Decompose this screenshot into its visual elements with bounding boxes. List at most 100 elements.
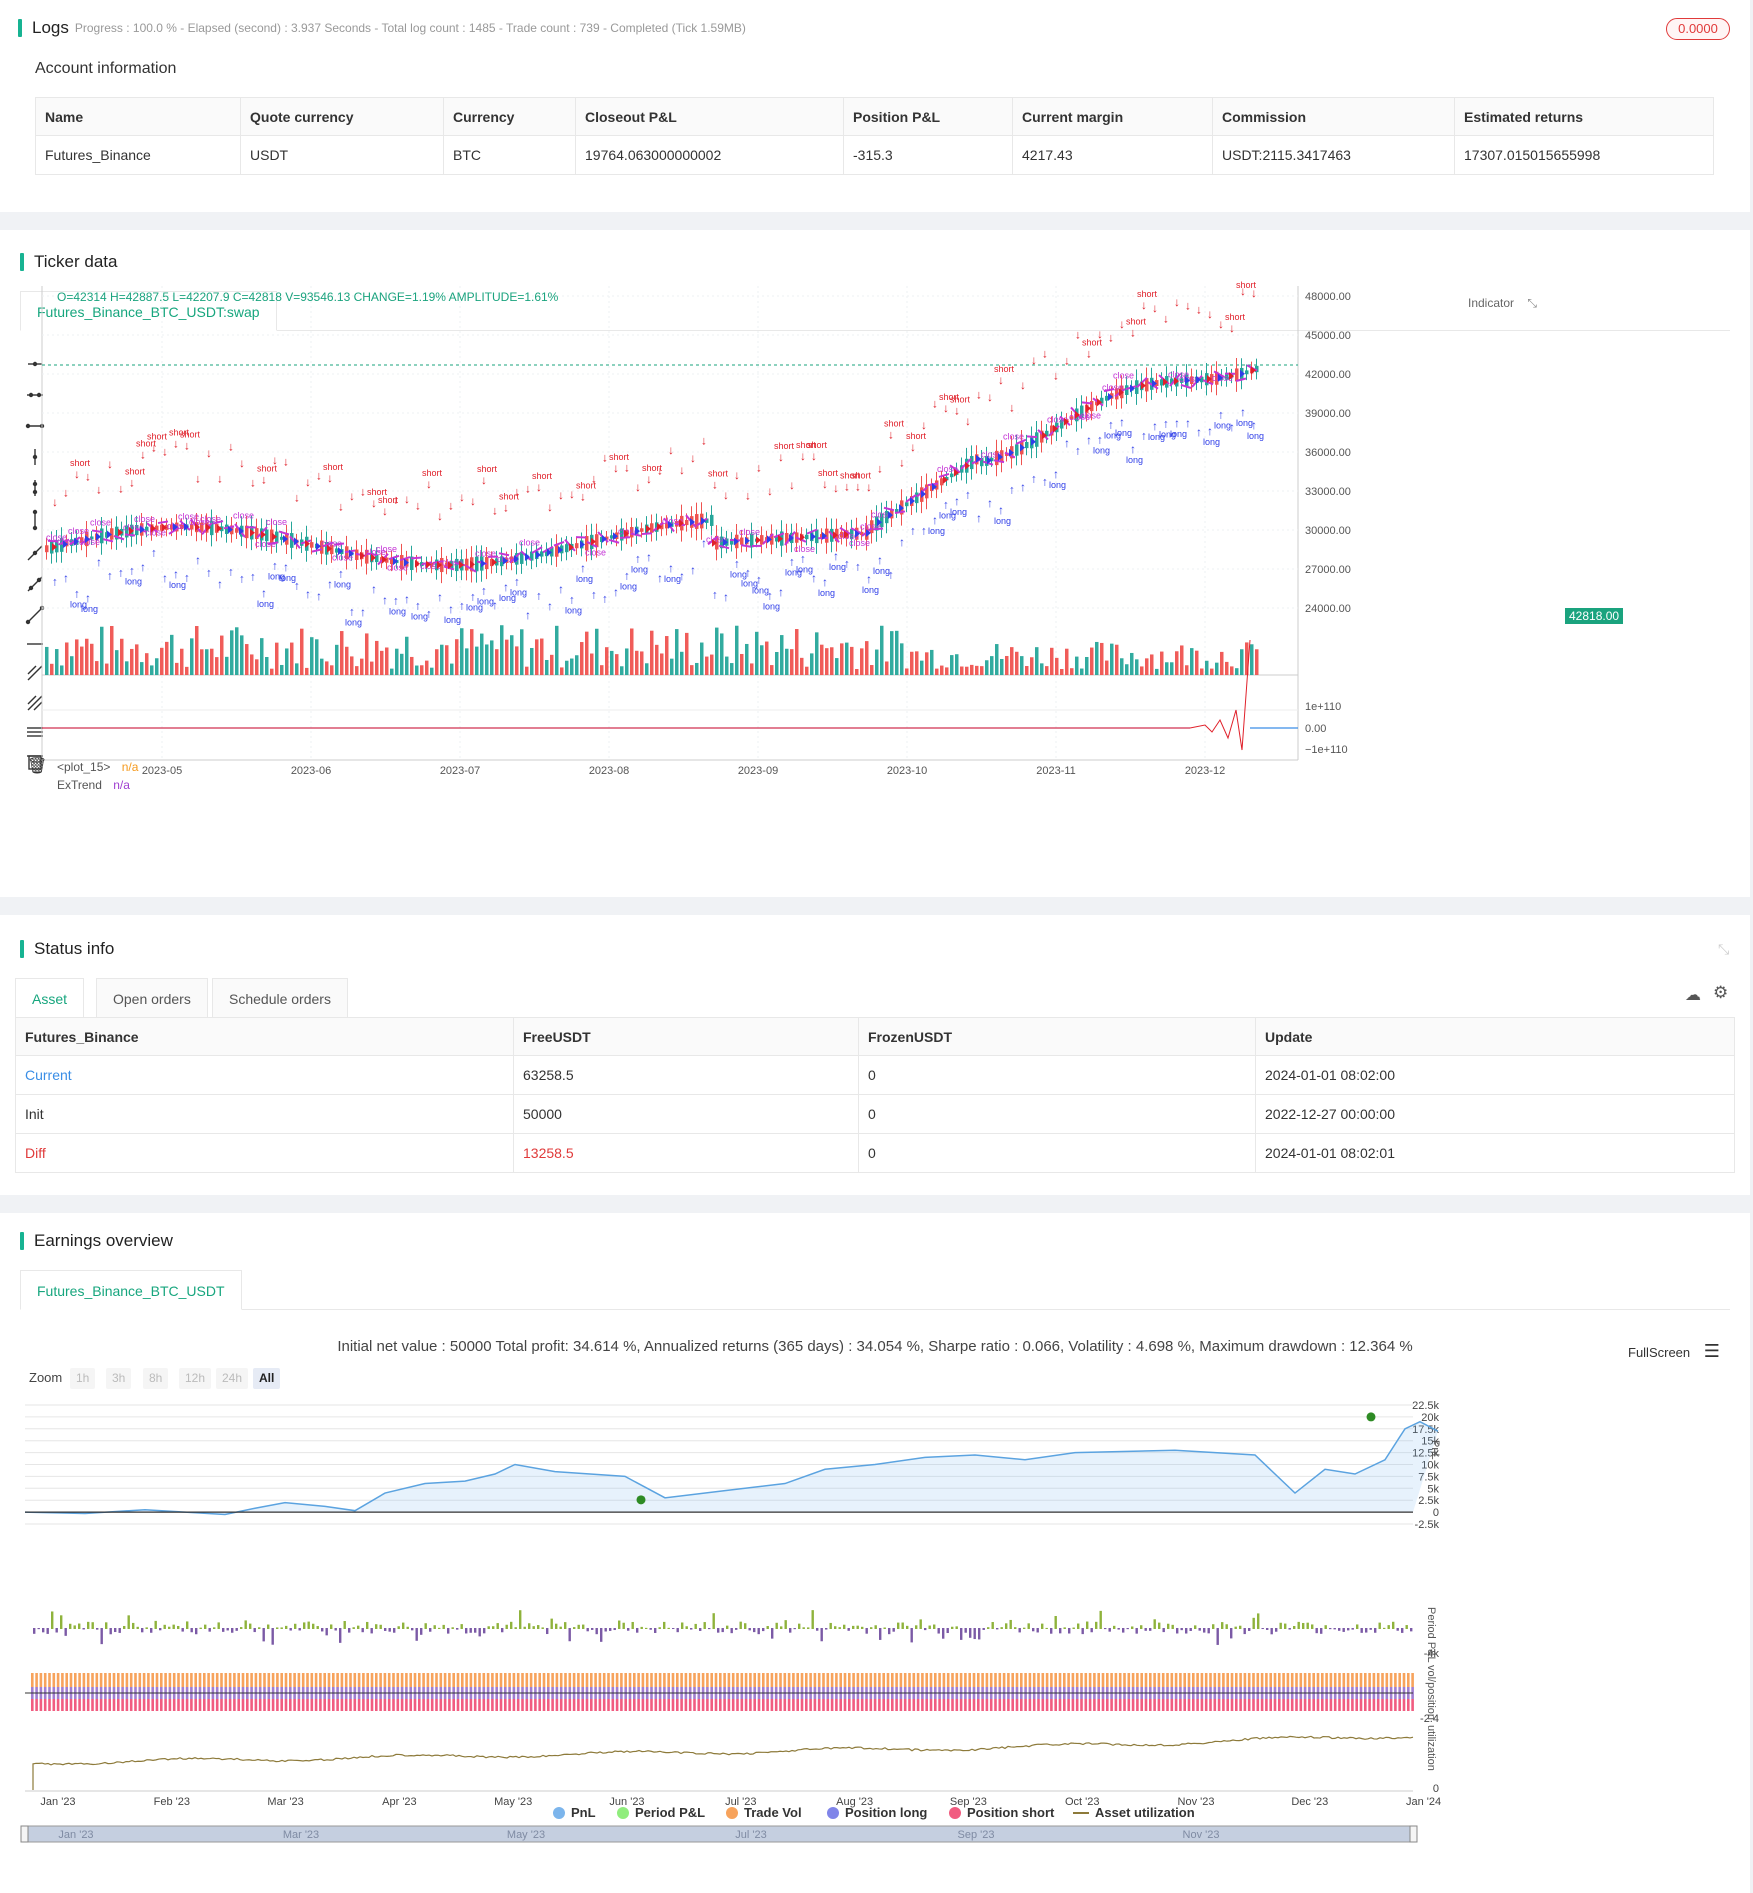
close-marker <box>157 520 169 525</box>
candlestick-chart[interactable]: 48000.0045000.0042000.0039000.0036000.00… <box>0 280 1720 790</box>
trade-vol-bar <box>719 1673 722 1687</box>
short-arrow: ↓ <box>1240 284 1246 298</box>
collapse-icon[interactable]: ⤡ <box>1718 941 1730 957</box>
period-pnl-bar <box>114 1628 117 1633</box>
volume-bar <box>1220 651 1224 675</box>
period-pnl-bar <box>658 1627 661 1629</box>
zoom-3h[interactable]: 3h <box>106 1368 132 1389</box>
close-marker <box>740 544 752 548</box>
volume-bar <box>1235 668 1239 675</box>
legend-pnl[interactable]: PnL <box>553 1805 596 1820</box>
position-short-bar <box>99 1699 103 1711</box>
indicator-button[interactable]: Indicator ⤡ <box>1460 292 1545 314</box>
legend-asset-utilization[interactable]: Asset utilization <box>1073 1805 1195 1820</box>
long-label: long <box>576 574 593 584</box>
legend-position-long[interactable]: Position long <box>827 1805 927 1820</box>
candle-body <box>1035 432 1039 447</box>
volume-bar <box>790 649 794 675</box>
ohlc-readout: O=42314 H=42887.5 L=42207.9 C=42818 V=93… <box>57 290 559 304</box>
position-short-bar <box>82 1699 86 1711</box>
trade-vol-bar <box>740 1673 744 1687</box>
time-tick-label: 2023-07 <box>440 765 480 777</box>
trade-vol-bar <box>813 1673 817 1687</box>
short-arrow: ↓ <box>63 486 69 500</box>
zoom-8h[interactable]: 8h <box>143 1368 169 1389</box>
period-pnl-bar <box>1014 1627 1017 1629</box>
legend-period-pnl[interactable]: Period P&L <box>617 1805 705 1820</box>
zoom-24h[interactable]: 24h <box>216 1368 249 1389</box>
trash-icon[interactable]: 🗑 <box>27 758 48 775</box>
volume-bar <box>890 631 894 675</box>
volume-bar <box>780 635 784 675</box>
entry-triangle <box>316 542 321 551</box>
tab-asset[interactable]: Asset <box>15 978 85 1018</box>
entry-triangle <box>195 523 200 532</box>
candle-body <box>1090 400 1094 412</box>
trade-vol-bar <box>1114 1673 1118 1687</box>
short-arrow: ↓ <box>899 455 905 469</box>
long-arrow: ↑ <box>294 579 300 593</box>
short-arrow: ↓ <box>195 472 201 486</box>
pnl-line <box>24 1420 1439 1516</box>
position-short-bar <box>1075 1699 1079 1711</box>
position-short-bar <box>934 1699 937 1711</box>
close-marker <box>388 554 400 561</box>
time-tick-label: 2023-12 <box>1185 765 1225 777</box>
trade-vol-bar <box>504 1673 507 1687</box>
position-short-bar <box>1260 1699 1264 1711</box>
trade-vol-bar <box>680 1673 683 1687</box>
position-short-bar <box>1312 1699 1315 1711</box>
legend-trade-vol[interactable]: Trade Vol <box>726 1805 802 1820</box>
short-arrow: ↓ <box>1097 327 1103 341</box>
volume-bar <box>705 656 709 675</box>
zoom-12h[interactable]: 12h <box>179 1368 212 1389</box>
tab-schedule-orders[interactable]: Schedule orders <box>212 978 348 1018</box>
period-pnl-bar <box>406 1626 409 1629</box>
navigator-tick-label: May '23 <box>507 1829 545 1841</box>
tab-earnings-symbol[interactable]: Futures_Binance_BTC_USDT <box>20 1270 242 1310</box>
volume-bar <box>740 653 744 675</box>
period-pnl-bar <box>1396 1628 1399 1631</box>
tab-open-orders[interactable]: Open orders <box>96 978 208 1018</box>
period-pnl-bar <box>843 1624 846 1629</box>
long-label: long <box>994 516 1011 526</box>
entry-triangle <box>833 531 838 540</box>
entry-triangle <box>371 553 376 562</box>
entry-triangle <box>1031 437 1036 446</box>
earnings-chart[interactable]: 22.5k20k17.5k15k12.5k10k7.5k5k2.5k0-2.5k… <box>0 1395 1753 1855</box>
zoom-1h[interactable]: 1h <box>70 1368 96 1389</box>
tab-ticker-symbol[interactable]: Futures_Binance_BTC_USDT:swap <box>20 291 277 331</box>
entry-triangle <box>921 489 926 498</box>
zoom-all[interactable]: All <box>253 1368 281 1389</box>
candle-body <box>465 558 469 571</box>
trade-vol-bar <box>392 1673 395 1687</box>
position-short-bar <box>1273 1699 1277 1711</box>
trade-vol-bar <box>916 1673 920 1687</box>
candle-body <box>520 552 524 564</box>
trade-vol-bar <box>516 1673 520 1687</box>
expand-icon[interactable]: ⤡ <box>1527 296 1537 310</box>
trade-vol-bar <box>1204 1673 1208 1687</box>
cloud-download-icon[interactable]: ☁ <box>1685 987 1701 1004</box>
trade-vol-bar <box>409 1673 412 1687</box>
candle-body <box>60 538 64 552</box>
row-label-current[interactable]: Current <box>15 1055 514 1095</box>
trade-vol-bar <box>1007 1673 1010 1687</box>
volume-bar <box>720 633 724 675</box>
period-pnl-bar <box>1248 1628 1251 1631</box>
long-arrow: ↑ <box>921 524 927 538</box>
close-label: close <box>1047 414 1068 424</box>
long-label: long <box>1159 429 1176 439</box>
axis-name-period: Period P&L <box>1425 1607 1437 1663</box>
legend-position-short[interactable]: Position short <box>949 1805 1054 1820</box>
menu-icon[interactable]: ☰ <box>1703 1341 1720 1361</box>
fullscreen-button[interactable]: FullScreen ☰ <box>1628 1341 1720 1362</box>
period-pnl-bar <box>37 1628 40 1630</box>
gear-icon[interactable]: ⚙ <box>1713 983 1729 1002</box>
position-short-bar <box>194 1699 197 1711</box>
trade-vol-bar <box>465 1673 468 1687</box>
legend-dot <box>617 1806 629 1819</box>
close-marker <box>1026 435 1038 439</box>
short-label: short <box>1082 338 1103 348</box>
candle-body <box>330 544 334 555</box>
